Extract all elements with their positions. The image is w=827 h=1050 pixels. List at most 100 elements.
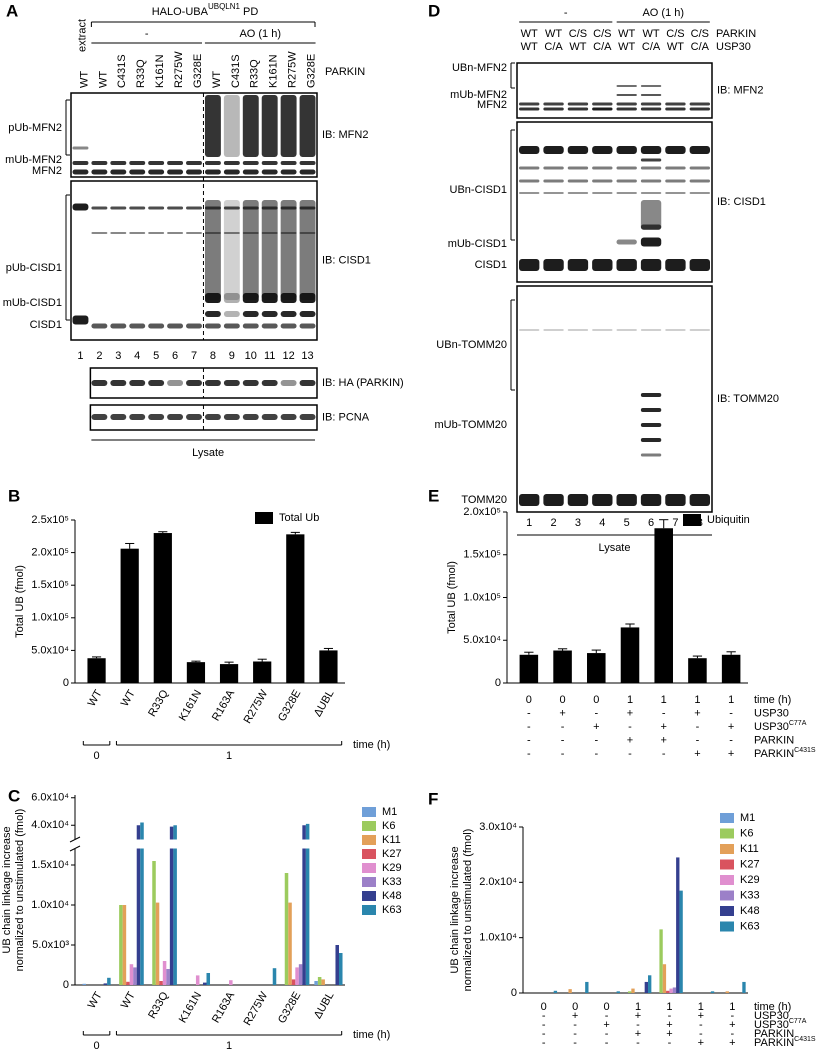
bar [126, 981, 130, 985]
blot-band [640, 146, 662, 154]
x-row-cell: - [696, 734, 700, 746]
x-row-cell: + [666, 1019, 672, 1031]
x-row-cell: - [668, 1010, 672, 1022]
blot-band [665, 107, 686, 111]
blot-band [543, 494, 564, 506]
blot-band [242, 323, 259, 329]
blot-band [567, 107, 589, 111]
legend-label: K27 [382, 848, 402, 860]
lane-number: 2 [551, 517, 557, 529]
blot-band [148, 380, 165, 386]
bar [119, 905, 123, 985]
blot-band [299, 414, 316, 420]
blot-band [665, 102, 686, 106]
blot-band [223, 200, 240, 300]
bar [725, 991, 729, 993]
blot-band [242, 161, 259, 165]
blot-frame [516, 121, 713, 283]
band-label: CISD1 [475, 259, 507, 271]
blot-band [299, 95, 316, 157]
blot-band [519, 107, 540, 111]
blot-band [186, 323, 202, 329]
x-row-cell: - [542, 1010, 546, 1022]
panel-letter: C [8, 786, 20, 805]
bar [82, 983, 87, 985]
blot-band [689, 102, 710, 106]
blot-band [204, 311, 221, 317]
blot-band [261, 414, 278, 420]
blot-band [280, 161, 297, 165]
blot-band [261, 311, 278, 317]
blot-frame [516, 62, 713, 119]
blot-band [592, 102, 613, 106]
x-row-cell: - [573, 1019, 577, 1031]
x-row-cell: + [635, 1028, 641, 1040]
panel-letter: B [8, 486, 20, 505]
blot-band [280, 293, 297, 303]
y-tick-label: 5.0x10⁴ [463, 634, 501, 646]
x-row-label: time (h) [754, 1001, 791, 1013]
x-row-label-main: USP30 [754, 707, 789, 719]
x-row-cell: - [594, 734, 598, 746]
row-label: USP30 [716, 41, 751, 53]
x-tick-label: R163A [210, 989, 238, 1025]
ib-label: IB: CISD1 [322, 254, 371, 266]
blot-band [299, 380, 316, 386]
legend-label: K33 [382, 876, 402, 888]
blot-band [148, 161, 165, 165]
blot-band [148, 169, 165, 175]
blot-band [640, 494, 662, 506]
blot-band [204, 200, 221, 300]
lane-cell: C/S [569, 28, 587, 40]
bar [152, 861, 156, 985]
panel-letter: F [428, 789, 438, 808]
x-row-cell: - [561, 748, 565, 760]
bar [553, 990, 558, 993]
x-row-label: PARKIN [754, 1028, 794, 1040]
lane-cell: WT [569, 41, 586, 53]
lane-cell: C/A [691, 41, 710, 53]
legend-swatch [362, 905, 376, 915]
x-row-label: PARKINC431S [754, 1036, 816, 1049]
group-axis-label: time (h) [353, 739, 390, 751]
y-tick-label: 1.5x10⁵ [31, 579, 69, 591]
legend-label: K29 [740, 874, 760, 886]
blot-band [186, 169, 202, 175]
blot-title: HALO-UBAUBQLN1 PD [152, 2, 259, 18]
blot-band [186, 414, 202, 420]
ib-label: IB: HA (PARKIN) [322, 377, 404, 389]
blot-band [543, 102, 564, 106]
group-label: - [145, 28, 149, 40]
legend-swatch [362, 835, 376, 845]
blot-band [640, 158, 662, 162]
group-axis-label: time (h) [353, 1029, 390, 1041]
x-row-label-main: PARKIN [754, 734, 794, 746]
x-row-cell: 0 [560, 694, 566, 706]
bar [631, 988, 635, 993]
blot-band [148, 323, 165, 329]
blot-band [167, 206, 184, 210]
blot-band [129, 380, 146, 386]
band-label: mUb-MFN2 [5, 154, 62, 166]
legend-label: K48 [382, 890, 402, 902]
blot-band [91, 169, 108, 175]
bar [295, 967, 299, 985]
y-tick-label: 6.0x10⁴ [31, 792, 69, 804]
y-tick-label: 0 [495, 677, 501, 689]
blot-band [186, 206, 202, 210]
blot-band [640, 102, 662, 106]
blot-band [616, 102, 637, 106]
x-row-cell: - [729, 707, 733, 719]
blot-band [567, 494, 589, 506]
legend-swatch [720, 890, 734, 901]
blot-band [640, 224, 662, 230]
x-row-cell: - [730, 1010, 734, 1022]
bar [721, 654, 741, 683]
blot-band [689, 192, 710, 194]
ib-label: IB: PCNA [322, 411, 370, 423]
panel-letter: E [428, 486, 439, 505]
legend-swatch [362, 891, 376, 901]
blot-band [640, 423, 662, 427]
lane-label: C431S [230, 54, 242, 88]
band-label: MFN2 [32, 165, 62, 177]
